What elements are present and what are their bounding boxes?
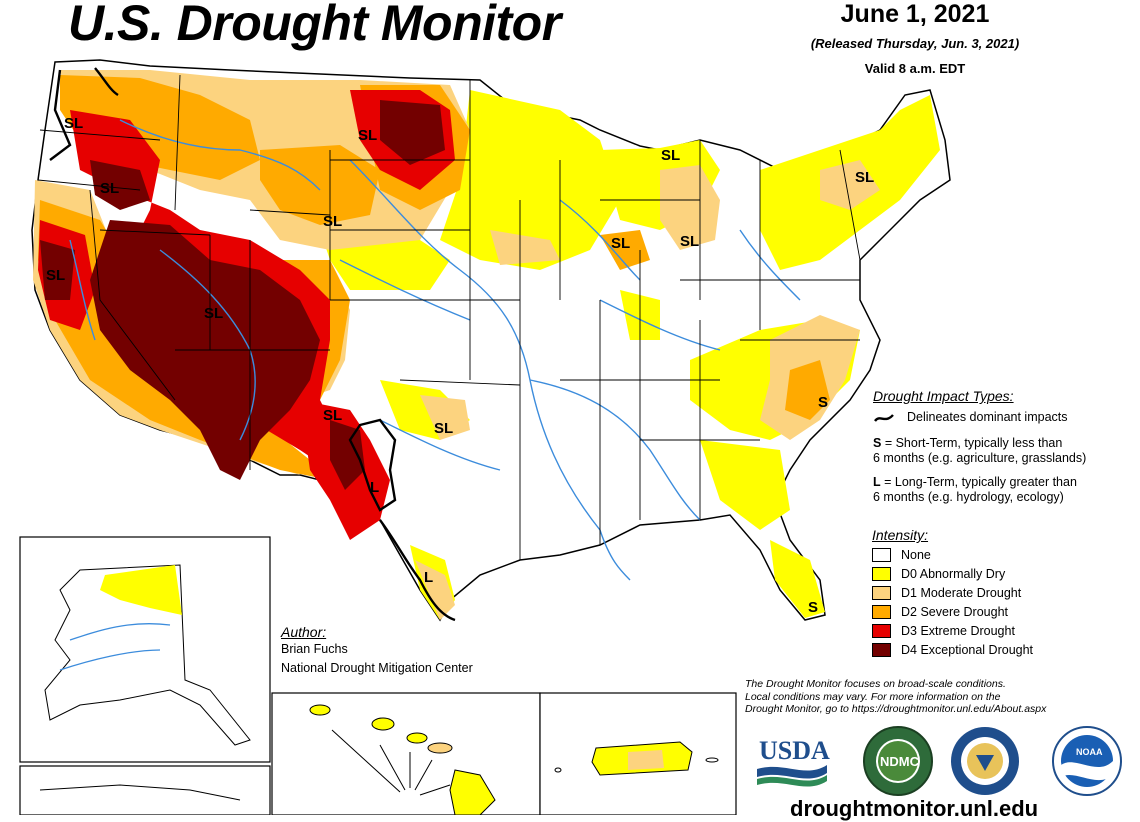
disclaimer: The Drought Monitor focuses on broad-sca… [745, 678, 1125, 716]
usda-logo: USDA [757, 736, 830, 787]
hawaii-inset [271, 692, 541, 815]
author-block: Author: Brian Fuchs National Drought Mit… [281, 624, 473, 678]
commerce-seal-logo [951, 727, 1019, 795]
map-label-sl: SL [611, 235, 630, 252]
intensity-row-d4: D4 Exceptional Drought [872, 640, 1033, 659]
site-url: droughtmonitor.unl.edu [790, 796, 1039, 821]
rivers [69, 119, 801, 581]
map-label-sl: SL [64, 115, 83, 132]
map-label-sl: SL [434, 420, 453, 437]
long-term-key: L [873, 475, 881, 489]
intensity-label: D2 Severe Drought [901, 604, 1009, 619]
disclaimer-line: Local conditions may vary. For more info… [745, 690, 1001, 703]
valid-time: Valid 8 a.m. EDT [864, 61, 966, 76]
impact-legend: Drought Impact Types: Delineates dominan… [873, 388, 1086, 505]
intensity-row-none: None [872, 545, 1033, 564]
long-term-desc: = Long-Term, typically greater than [880, 475, 1077, 489]
intensity-label: None [901, 547, 931, 562]
impact-delineation-row: Delineates dominant impacts [873, 410, 1086, 425]
map-label-sl: SL [46, 267, 65, 284]
map-label-sl: SL [855, 169, 874, 186]
intensity-label: D0 Abnormally Dry [901, 566, 1006, 581]
author-name: Brian Fuchs [281, 642, 348, 656]
long-term-row: L = Long-Term, typically greater than 6 … [873, 475, 1086, 505]
author-heading: Author: [281, 624, 327, 640]
map-label-sl: SL [680, 233, 699, 250]
svg-text:NDMC: NDMC [880, 754, 920, 769]
intensity-legend: Intensity: None D0 Abnormally Dry D1 Mod… [872, 527, 1033, 659]
long-term-desc2: 6 months (e.g. hydrology, ecology) [873, 490, 1064, 504]
short-term-desc: = Short-Term, typically less than [881, 436, 1063, 450]
release-date: (Released Thursday, Jun. 3, 2021) [810, 36, 1020, 51]
delineation-line-icon [874, 413, 894, 422]
state-borders [37, 74, 861, 560]
intensity-row-d1: D1 Moderate Drought [872, 583, 1033, 602]
ndmc-logo: NDMC [863, 726, 933, 796]
map-label-sl: SL [661, 147, 680, 164]
disclaimer-line: The Drought Monitor focuses on broad-sca… [745, 678, 1006, 690]
map-label-s: S [818, 394, 828, 411]
intensity-label: D3 Extreme Drought [901, 623, 1015, 638]
map-label-l: L [424, 569, 433, 586]
author-org: National Drought Mitigation Center [281, 661, 473, 675]
short-term-row: S = Short-Term, typically less than 6 mo… [873, 436, 1086, 466]
map-label-sl: SL [100, 180, 119, 197]
intensity-row-d2: D2 Severe Drought [872, 602, 1033, 621]
alaska-inset [19, 536, 271, 815]
impact-lines [49, 67, 456, 622]
swatch-d4 [872, 642, 891, 657]
swatch-d3 [872, 623, 891, 638]
svg-text:NOAA: NOAA [1076, 747, 1103, 757]
svg-text:USDA: USDA [759, 736, 830, 765]
map-label-sl: SL [323, 213, 342, 230]
map-date: June 1, 2021 [840, 0, 990, 28]
map-label-sl: SL [204, 305, 223, 322]
delineation-label: Delineates dominant impacts [907, 410, 1068, 424]
map-label-l: L [370, 479, 379, 496]
short-term-desc2: 6 months (e.g. agriculture, grasslands) [873, 451, 1087, 465]
map-label-s: S [808, 599, 818, 616]
swatch-none [872, 547, 891, 562]
intensity-row-d0: D0 Abnormally Dry [872, 564, 1033, 583]
disclaimer-line: Drought Monitor, go to https://droughtmo… [745, 703, 1047, 715]
noaa-logo: NOAA [1052, 726, 1122, 796]
map-label-sl: SL [358, 127, 377, 144]
short-term-key: S [873, 436, 882, 450]
intensity-label: D4 Exceptional Drought [901, 642, 1034, 657]
intensity-label: D1 Moderate Drought [901, 585, 1022, 600]
map-title: U.S. Drought Monitor [68, 0, 561, 51]
swatch-d0 [872, 566, 891, 581]
partner-logos: USDA NDMC NOAA [757, 726, 1122, 796]
impact-legend-heading: Drought Impact Types: [873, 388, 1014, 404]
puerto-rico-inset [539, 692, 737, 815]
intensity-heading: Intensity: [872, 527, 929, 543]
swatch-d1 [872, 585, 891, 600]
intensity-row-d3: D3 Extreme Drought [872, 621, 1033, 640]
swatch-d2 [872, 604, 891, 619]
map-label-sl: SL [323, 407, 342, 424]
